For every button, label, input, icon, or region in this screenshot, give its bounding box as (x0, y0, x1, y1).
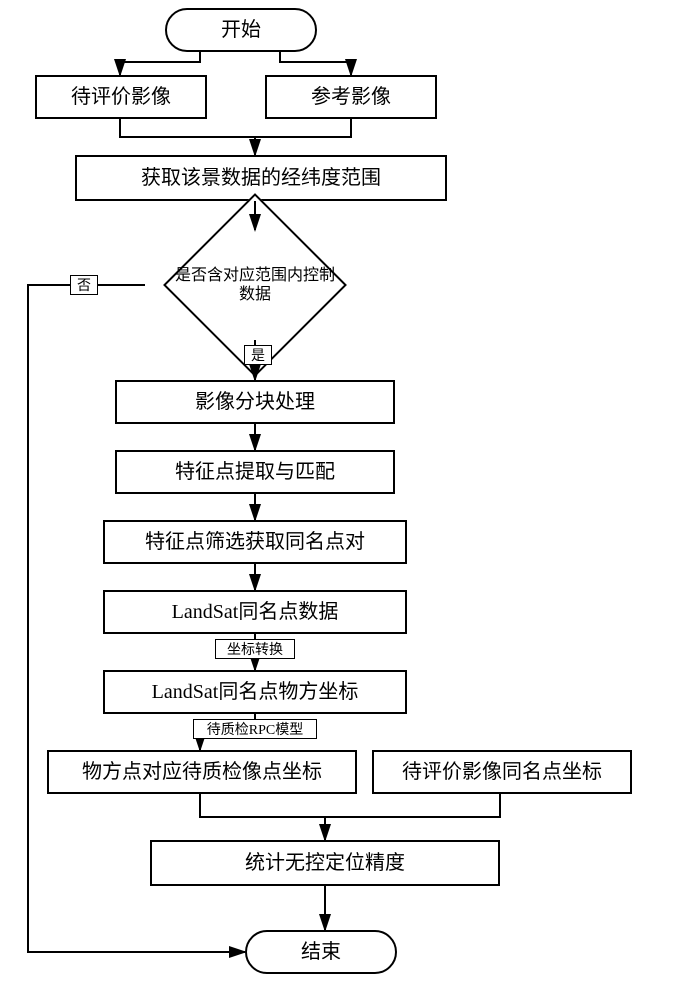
feat-filter-label: 特征点筛选获取同名点对 (145, 529, 365, 555)
start-node: 开始 (165, 8, 317, 52)
get-extent-node: 获取该景数据的经纬度范围 (75, 155, 447, 201)
no-label: 否 (70, 275, 98, 295)
stats-node: 统计无控定位精度 (150, 840, 500, 886)
tiling-label: 影像分块处理 (195, 389, 315, 415)
input-eval-node: 待评价影像 (35, 75, 207, 119)
input-ref-label: 参考影像 (311, 84, 391, 110)
eval-coords-node: 待评价影像同名点坐标 (372, 750, 632, 794)
rpc-model-label: 待质检RPC模型 (193, 719, 317, 739)
landsat-data-node: LandSat同名点数据 (103, 590, 407, 634)
yes-label: 是 (244, 345, 272, 365)
input-ref-node: 参考影像 (265, 75, 437, 119)
feat-extract-label: 特征点提取与匹配 (175, 459, 335, 485)
stats-label: 统计无控定位精度 (245, 850, 405, 876)
obj-to-img-node: 物方点对应待质检像点坐标 (47, 750, 357, 794)
feat-extract-node: 特征点提取与匹配 (115, 450, 395, 494)
eval-coords-label: 待评价影像同名点坐标 (402, 759, 602, 785)
decision-label: 是否含对应范围内控制数据 (170, 266, 340, 304)
tiling-node: 影像分块处理 (115, 380, 395, 424)
obj-to-img-label: 物方点对应待质检像点坐标 (82, 759, 322, 785)
decision-node: 是否含对应范围内控制数据 (145, 230, 365, 340)
end-node: 结束 (245, 930, 397, 974)
landsat-obj-node: LandSat同名点物方坐标 (103, 670, 407, 714)
end-label: 结束 (301, 939, 341, 965)
feat-filter-node: 特征点筛选获取同名点对 (103, 520, 407, 564)
coord-transform-label: 坐标转换 (215, 639, 295, 659)
input-eval-label: 待评价影像 (71, 84, 171, 110)
start-label: 开始 (221, 17, 261, 43)
landsat-data-label: LandSat同名点数据 (172, 599, 339, 625)
landsat-obj-label: LandSat同名点物方坐标 (152, 679, 359, 705)
get-extent-label: 获取该景数据的经纬度范围 (141, 165, 381, 191)
